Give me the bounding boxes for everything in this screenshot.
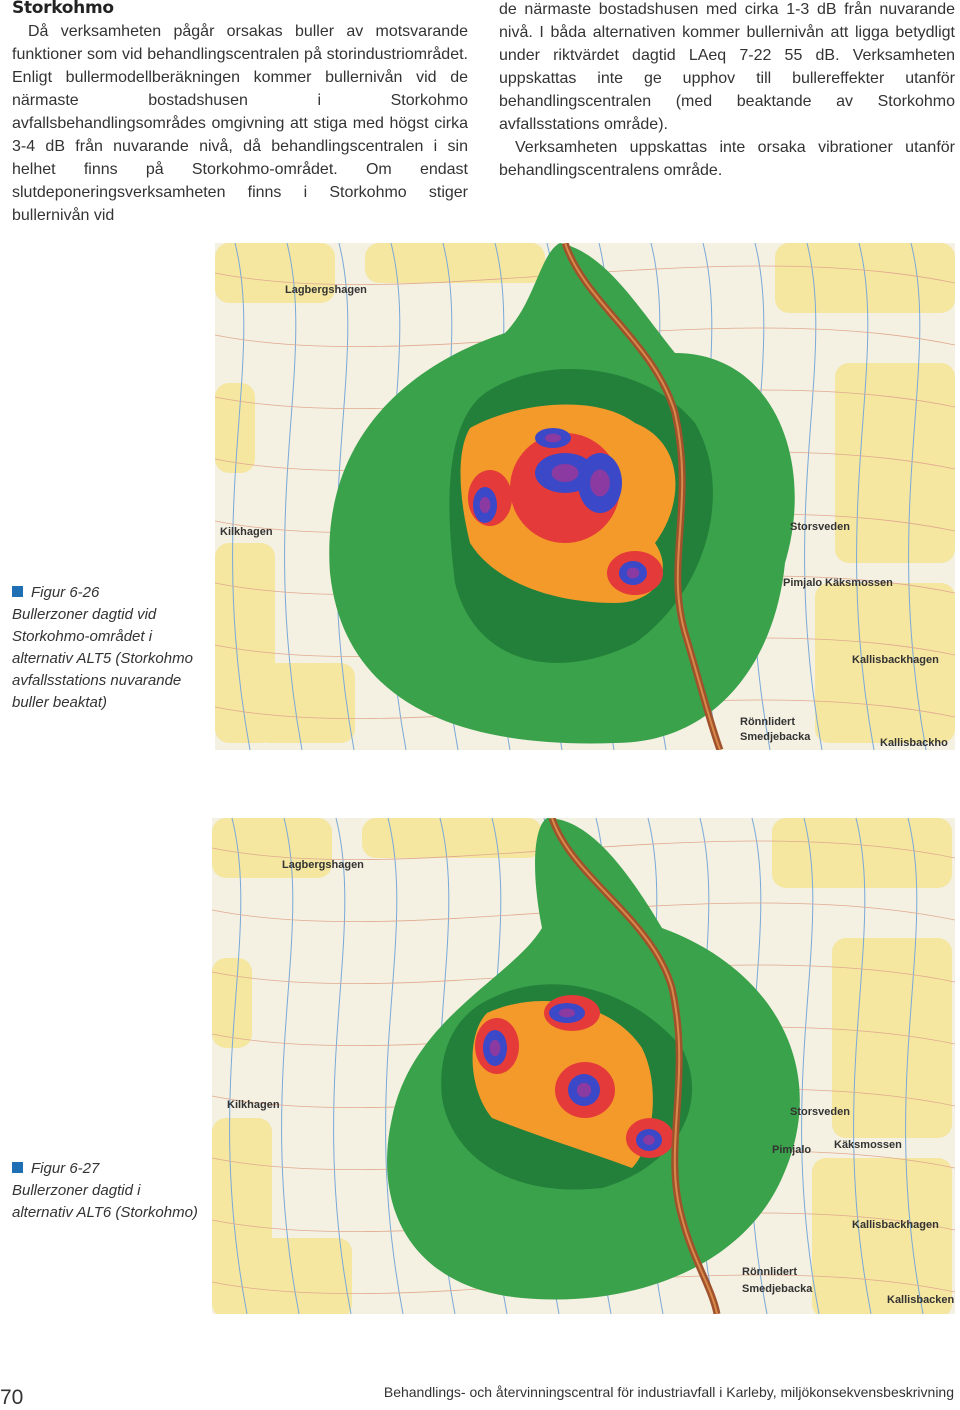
figure-number-text: Figur 6-26 [31,584,100,601]
paragraph: de närmaste bostadshusen med cirka 1-3 d… [499,1,955,133]
map-label: Kallisbackhagen [852,654,939,666]
stream [856,243,875,750]
field [215,383,255,473]
noise-zone-70 [576,1082,592,1098]
map-label: Rönnlidert [742,1266,797,1278]
map-label: Kallisbackho [880,737,948,749]
noise-zone-70 [590,469,610,497]
figure-number-text: Figur 6-27 [31,1160,100,1177]
figure-number: Figur 6-26 [12,582,202,604]
field [255,663,355,743]
stream [281,818,300,1314]
field [212,958,252,1048]
caption-marker [12,1162,23,1173]
map-label: Smedjebacka [742,1283,813,1295]
stream [385,818,404,1314]
left-column: Då verksamheten pågår orsakas buller av … [12,20,468,227]
map-label: Kallisbackhagen [852,1219,939,1231]
paragraph: Verksamheten uppskattas inte orsaka vibr… [499,139,955,179]
noise-zone-70 [489,1039,501,1057]
figure-number: Figur 6-27 [12,1158,202,1180]
map-label: Kallisbacken [887,1294,955,1306]
noise-zone-70 [626,567,640,579]
noise-zone-70 [558,1008,576,1018]
map-label: Pimjalo [783,577,822,589]
caption-text: Bullerzoner dagtid i alternativ ALT6 (St… [12,1182,198,1221]
map-graphics [212,818,955,1314]
map-graphics [215,243,955,750]
map-label: Käksmossen [825,577,893,589]
stream [333,818,352,1314]
map-label: Käksmossen [834,1139,902,1151]
paragraph: Då verksamheten pågår orsakas buller av … [12,23,468,224]
footer-text: Behandlings- och återvinningscentral för… [383,1384,954,1400]
page-number: 70 [0,1386,24,1409]
field [365,243,545,283]
map-label: Kilkhagen [220,526,273,538]
stream [284,243,303,750]
noise-map: Lagbergshagen Kilkhagen Storsveden Pimja… [215,243,955,750]
stream [804,243,823,750]
caption-text: Bullerzoner dagtid vid Storkohmo-området… [12,606,193,711]
noise-zone-70 [544,433,562,443]
map-label: Pimjalo [772,1144,811,1156]
field [362,818,542,858]
field [252,1238,352,1314]
heading: Storkohmo [12,0,114,18]
field [832,938,952,1138]
right-column: de närmaste bostadshusen med cirka 1-3 d… [499,0,955,182]
map-label: Storsveden [790,521,850,533]
map-label: Lagbergshagen [282,859,364,871]
map-label: Kilkhagen [227,1099,280,1111]
field [812,1158,952,1314]
field [835,363,955,563]
road-center [551,818,718,1314]
road-center [564,243,721,750]
stream [232,243,251,750]
field [215,243,335,303]
field [212,818,332,878]
figure-caption: Figur 6-27 Bullerzoner dagtid i alternat… [12,1158,202,1224]
noise-zone-70 [643,1135,655,1145]
map-label: Storsveden [790,1106,850,1118]
map-label: Rönnlidert [740,716,795,728]
stream [905,818,924,1314]
map-label: Smedjebacka [740,731,811,743]
noise-zone-70 [551,464,579,482]
noise-map: Lagbergshagen Kilkhagen Storsveden Pimja… [212,818,955,1314]
stream [801,818,820,1314]
stream [908,243,927,750]
stream [853,818,872,1314]
stream [229,818,248,1314]
caption-marker [12,586,23,597]
figure-caption: Figur 6-26 Bullerzoner dagtid vid Storko… [12,582,202,714]
stream [336,243,355,750]
map-label: Lagbergshagen [285,284,367,296]
noise-zone-70 [479,496,491,514]
